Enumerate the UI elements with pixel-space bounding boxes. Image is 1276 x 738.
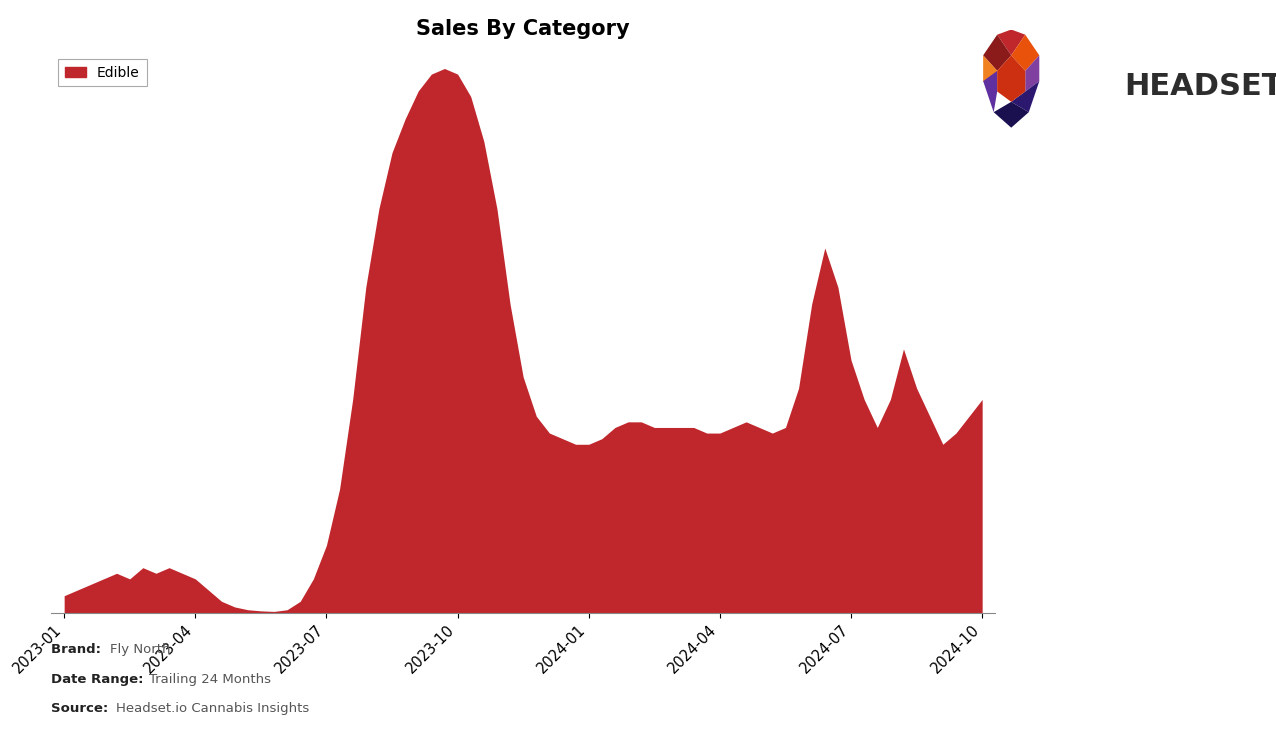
Text: Date Range:: Date Range:: [51, 672, 148, 686]
Text: Source:: Source:: [51, 702, 112, 715]
Polygon shape: [998, 30, 1026, 55]
Text: Headset.io Cannabis Insights: Headset.io Cannabis Insights: [116, 702, 309, 715]
Polygon shape: [983, 71, 998, 112]
Text: Fly North: Fly North: [110, 643, 170, 656]
Title: Sales By Category: Sales By Category: [416, 19, 630, 39]
Polygon shape: [998, 55, 1026, 102]
Polygon shape: [994, 102, 1028, 128]
Polygon shape: [983, 55, 998, 92]
Polygon shape: [1011, 81, 1040, 112]
Polygon shape: [1026, 55, 1040, 92]
Legend: Edible: Edible: [57, 58, 147, 86]
Polygon shape: [983, 35, 1011, 71]
Polygon shape: [1011, 35, 1040, 71]
Text: Brand:: Brand:: [51, 643, 106, 656]
Text: Trailing 24 Months: Trailing 24 Months: [149, 672, 272, 686]
Text: HEADSET: HEADSET: [1124, 72, 1276, 101]
